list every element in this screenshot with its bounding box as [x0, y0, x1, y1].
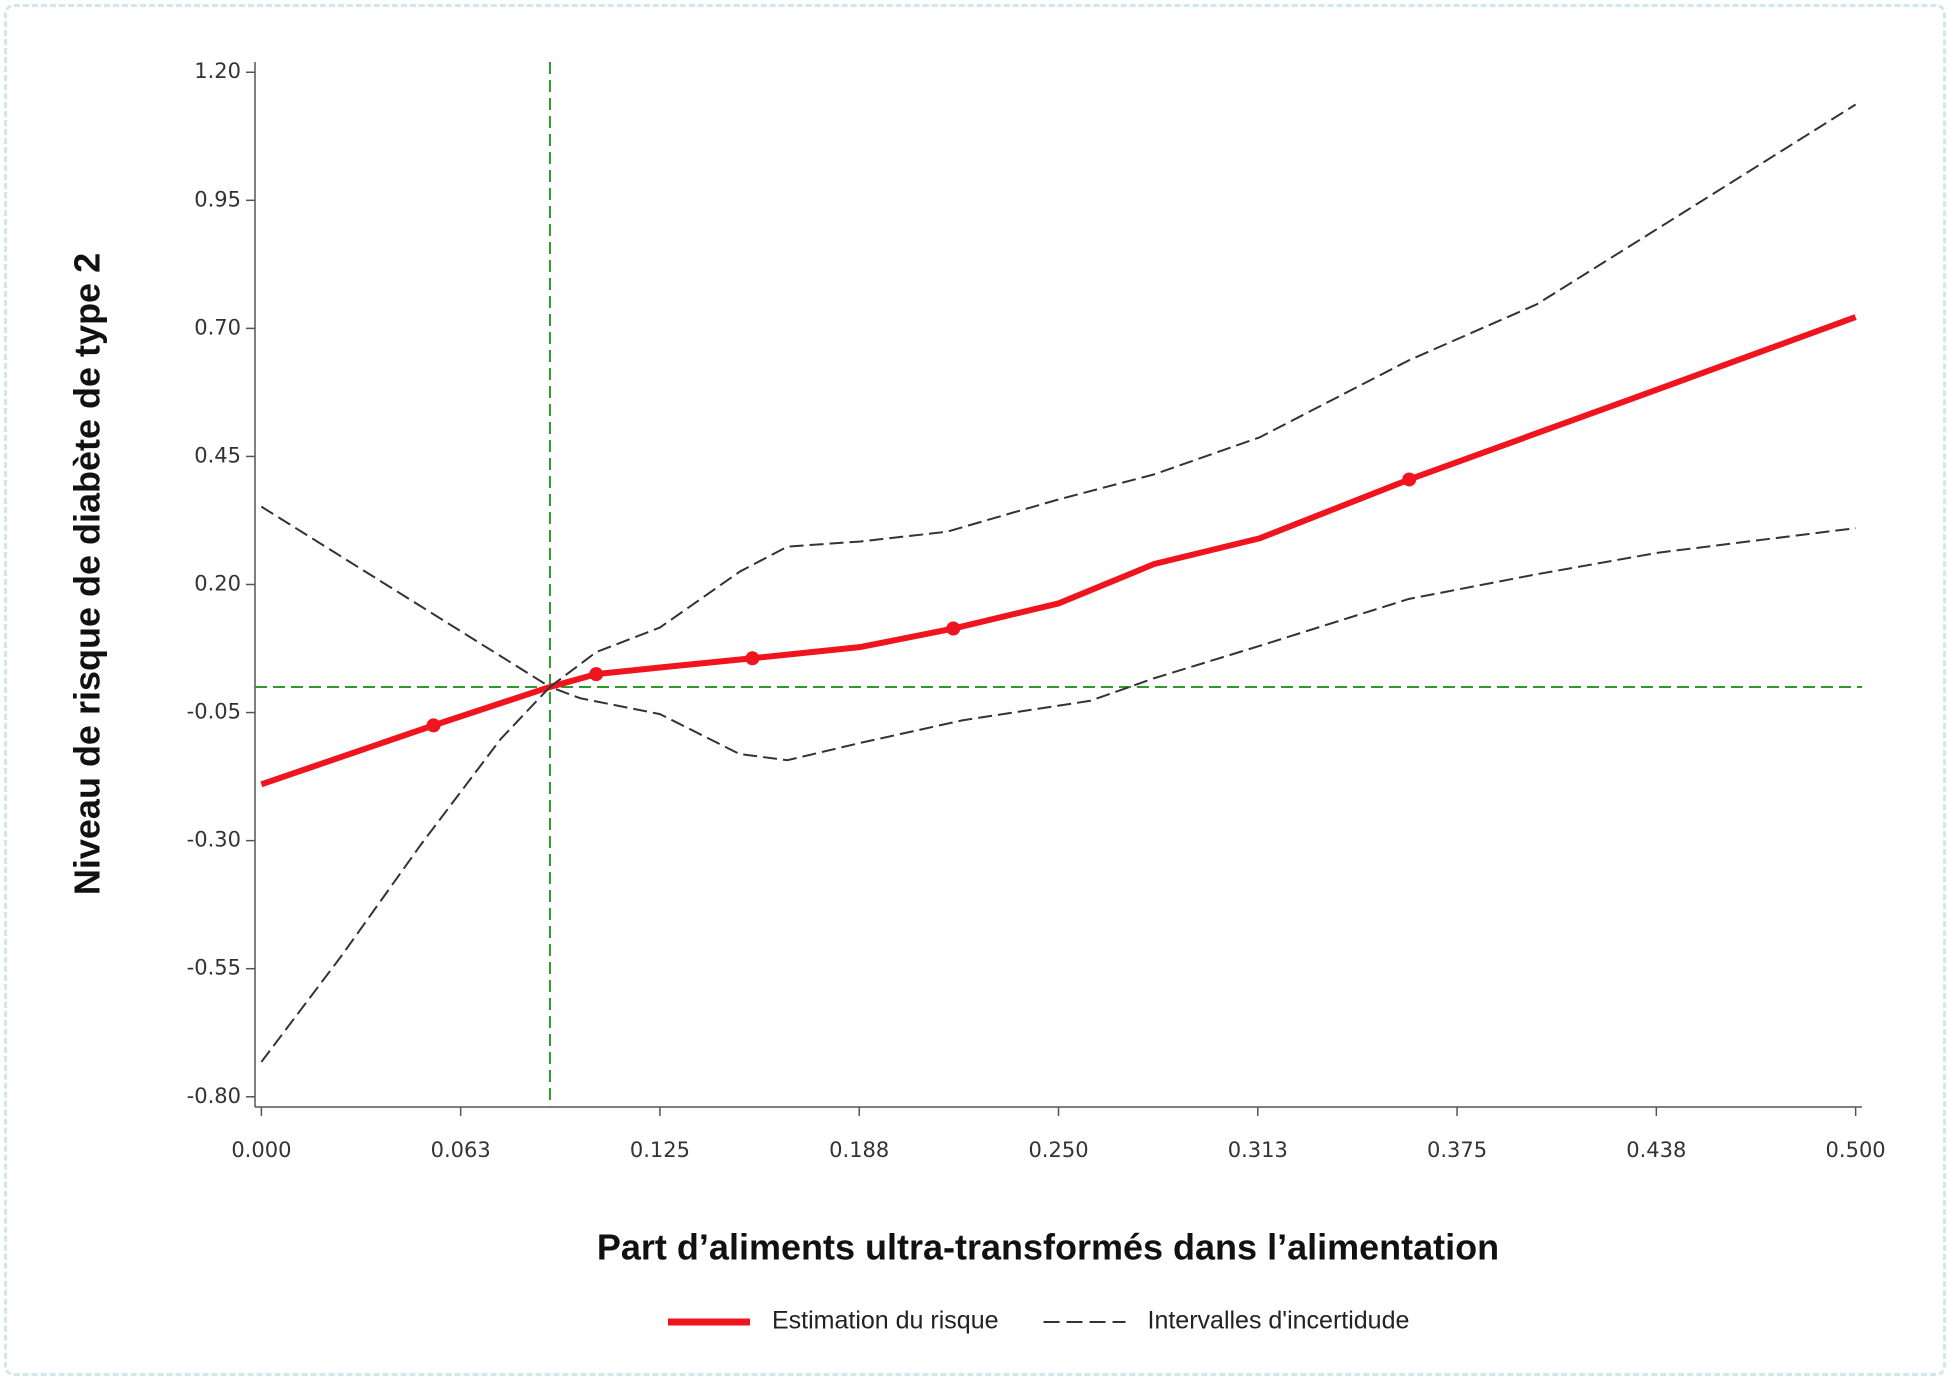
x-tick-label: 0.188 [829, 1138, 889, 1162]
x-tick-label: 0.125 [630, 1138, 690, 1162]
x-tick-label: 0.438 [1626, 1138, 1686, 1162]
x-tick-label: 0.500 [1826, 1138, 1886, 1162]
y-tick-label: 0.70 [194, 315, 241, 339]
knot-marker [1402, 472, 1417, 487]
knot-marker [426, 718, 441, 733]
series-line [260, 103, 1857, 688]
y-tick-label: -0.80 [187, 1084, 241, 1108]
y-tick-label: -0.05 [187, 700, 241, 724]
x-tick-label: 0.313 [1228, 1138, 1288, 1162]
y-tick-label: 0.95 [194, 187, 241, 211]
series-line [260, 314, 1857, 788]
x-tick-label: 0.250 [1028, 1138, 1088, 1162]
x-tick-label: 0.063 [431, 1138, 491, 1162]
legend-label: Estimation du risque [772, 1307, 999, 1335]
x-tick-label: 0.375 [1427, 1138, 1487, 1162]
knot-marker [745, 651, 760, 666]
y-tick-label: -0.30 [187, 828, 241, 852]
y-tick-label: -0.55 [187, 956, 241, 980]
x-tick-label: 0.000 [231, 1138, 291, 1162]
series-line [260, 527, 1856, 1063]
y-tick-label: 1.20 [194, 59, 241, 83]
x-axis-title: Part d’aliments ultra-transformés dans l… [597, 1227, 1499, 1268]
y-axis-title: Niveau de risque de diabète de type 2 [67, 253, 108, 895]
frame [4, 4, 1946, 1376]
knot-marker [946, 621, 961, 636]
legend-label: Intervalles d'incertidude [1148, 1307, 1410, 1335]
knot-marker [589, 667, 604, 682]
y-tick-label: 0.20 [194, 572, 241, 596]
y-tick-label: 0.45 [194, 443, 241, 467]
